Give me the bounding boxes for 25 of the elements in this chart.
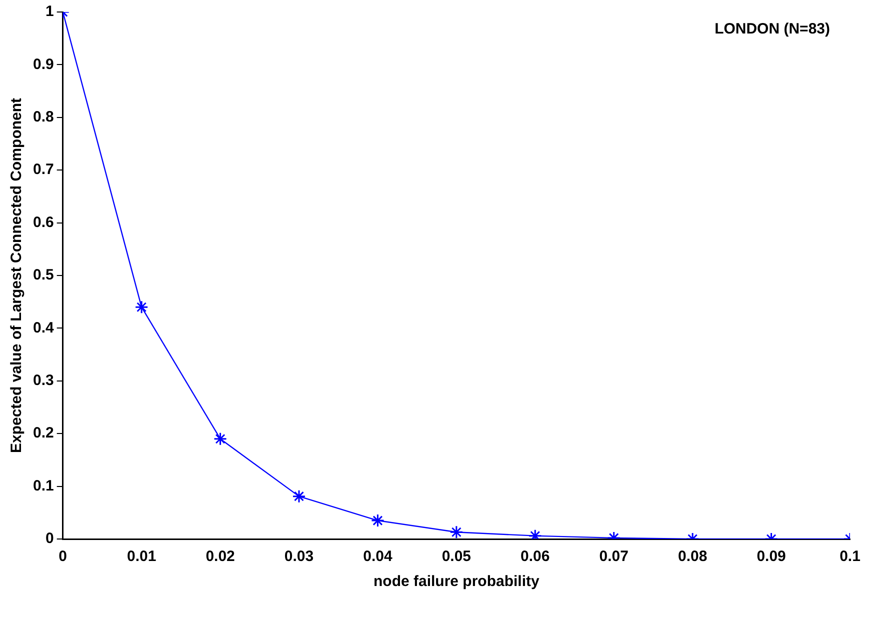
x-tick-label: 0.09: [756, 548, 786, 566]
annotation: LONDON (N=83): [714, 20, 830, 38]
x-tick-label: 0.06: [520, 548, 550, 566]
y-tick-label: 0.4: [32, 319, 54, 336]
y-tick-label: 1: [46, 3, 54, 20]
y-tick-label: 0.7: [32, 161, 54, 178]
y-tick-label: 0.9: [32, 56, 54, 73]
x-tick-label: 0.02: [206, 548, 235, 566]
x-tick-label: 0: [58, 548, 68, 566]
x-tick-label: 0.05: [442, 548, 472, 566]
y-tick-label: 0.6: [32, 214, 54, 231]
x-tick-label: 0.04: [363, 548, 393, 566]
x-tick-label: 0.03: [284, 548, 314, 566]
x-tick-label: 0.07: [599, 548, 628, 566]
y-tick-label: 0.5: [32, 266, 54, 284]
y-tick-label: 0: [46, 530, 54, 548]
x-tick-label: 0.08: [678, 548, 708, 566]
y-tick-label: 0.3: [32, 372, 54, 390]
y-tick-label: 0.2: [32, 424, 54, 442]
x-tick-label: 0.1: [840, 548, 860, 566]
x-tick-label: 0.01: [126, 548, 156, 566]
y-tick-label: 0.1: [32, 477, 54, 494]
y-axis-title: Expected value of Largest Connected Component: [8, 98, 26, 454]
y-tick-label: 0.8: [32, 108, 54, 126]
x-axis-title: node failure probability: [373, 573, 540, 590]
